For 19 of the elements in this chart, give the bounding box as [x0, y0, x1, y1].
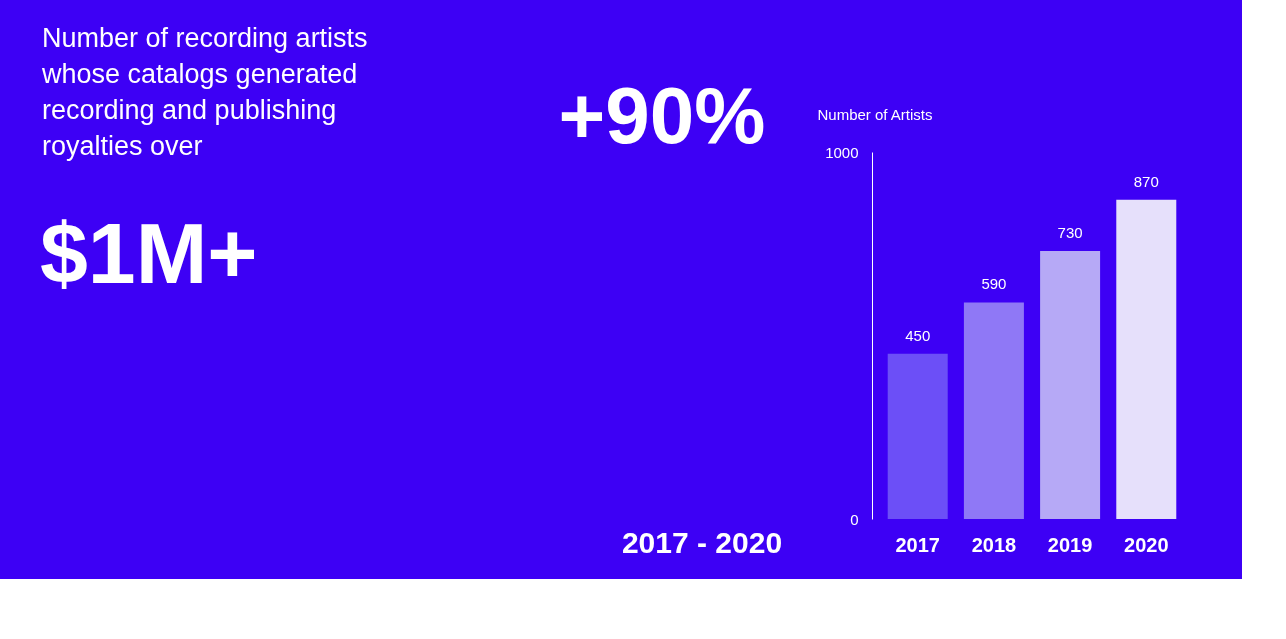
text: $1M+ — [40, 205, 258, 301]
y-axis-title: Number of Artists — [817, 105, 933, 123]
x-tick-label: 2017 — [895, 533, 940, 556]
text: 2017 - 2020 — [621, 526, 783, 559]
x-tick-label: 2018 — [971, 533, 1017, 556]
y-tick-label: 0 — [850, 510, 859, 528]
data-label: 450 — [905, 326, 931, 344]
bar — [1116, 199, 1177, 519]
data-label: 870 — [1133, 172, 1159, 190]
bar — [963, 302, 1024, 519]
text: Number of recording artists whose catalogs generated recording and publishing royalties over — [41, 23, 368, 161]
bar — [1040, 251, 1101, 519]
y-tick-label: 1000 — [825, 143, 859, 161]
x-tick-label: 2019 — [1047, 533, 1093, 556]
data-label: 590 — [981, 275, 1007, 293]
data-label: 730 — [1057, 224, 1083, 242]
bar — [887, 353, 948, 519]
text: +90% — [558, 71, 766, 160]
x-tick-label: 2020 — [1124, 533, 1169, 556]
